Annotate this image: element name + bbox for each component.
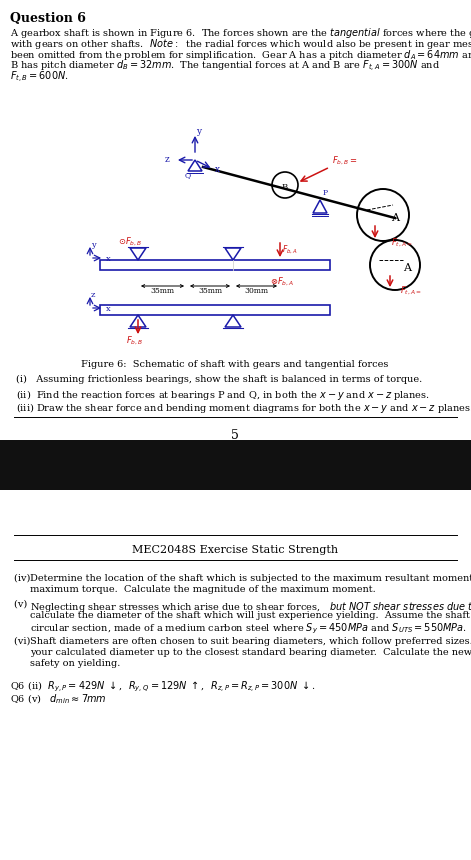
Text: z: z [91, 291, 95, 299]
Text: (v): (v) [14, 600, 33, 609]
Text: your calculated diameter up to the closest standard bearing diameter.  Calculate: your calculated diameter up to the close… [30, 648, 471, 657]
Text: x: x [106, 255, 111, 263]
Text: $F_{t,A=}$: $F_{t,A=}$ [400, 285, 422, 297]
Text: B has pitch diameter $d_B = 32mm$.  The tangential forces at A and B are $F_{t,A: B has pitch diameter $d_B = 32mm$. The t… [10, 59, 440, 74]
Text: been omitted from the problem for simplification.  Gear A has a pitch diameter $: been omitted from the problem for simpli… [10, 48, 471, 62]
Text: x: x [106, 305, 111, 313]
Text: A: A [391, 213, 399, 223]
Text: y: y [196, 127, 201, 136]
Text: (iii) Draw the shear force and bending moment diagrams for both the $x-y$ and $x: (iii) Draw the shear force and bending m… [16, 401, 471, 415]
Text: Q6 (v)   $d_{min} \approx 7mm$: Q6 (v) $d_{min} \approx 7mm$ [10, 692, 107, 705]
Text: Question 6: Question 6 [10, 12, 86, 25]
Text: calculate the diameter of the shaft which will just experience yielding.  Assume: calculate the diameter of the shaft whic… [30, 611, 471, 620]
Text: (ii)  Find the reaction forces at bearings P and Q, in both the $x-y$ and $x-z$ : (ii) Find the reaction forces at bearing… [16, 388, 430, 402]
Text: $F_{b,A}$: $F_{b,A}$ [282, 243, 298, 255]
Bar [100, 260, 330, 270]
Text: maximum torque.  Calculate the magnitude of the maximum moment.: maximum torque. Calculate the magnitude … [30, 585, 376, 594]
Text: $F_{b,B}$: $F_{b,B}$ [126, 335, 143, 347]
Text: $\otimes F_{b,A}$: $\otimes F_{b,A}$ [270, 275, 294, 288]
Text: 5: 5 [231, 429, 239, 442]
Text: Neglecting shear stresses which arise due to shear forces,   $\mathit{but\ NOT\ : Neglecting shear stresses which arise du… [30, 600, 471, 614]
Text: $F_{b,B}=$: $F_{b,B}=$ [332, 155, 357, 167]
Text: $F_{t,A=}$: $F_{t,A=}$ [391, 237, 413, 249]
Text: z: z [165, 155, 170, 163]
Bar [0, 440, 471, 490]
Text: safety on yielding.: safety on yielding. [30, 659, 121, 668]
Text: with gears on other shafts.  $\mathit{Note:}$  the radial forces which would als: with gears on other shafts. $\mathit{Not… [10, 37, 471, 51]
Text: (vi): (vi) [14, 637, 33, 646]
Text: (i)   Assuming frictionless bearings, show the shaft is balanced in terms of tor: (i) Assuming frictionless bearings, show… [16, 375, 422, 384]
Text: $F_{t,B} = 600N$.: $F_{t,B} = 600N$. [10, 70, 69, 85]
Bar [100, 305, 330, 315]
Text: P: P [323, 189, 328, 197]
Text: A gearbox shaft is shown in Figure 6.  The forces shown are the $\mathit{tangent: A gearbox shaft is shown in Figure 6. Th… [10, 26, 471, 40]
Text: 30mm: 30mm [244, 287, 268, 295]
Text: Determine the location of the shaft which is subjected to the maximum resultant : Determine the location of the shaft whic… [30, 574, 471, 583]
Text: Shaft diameters are often chosen to suit bearing diameters, which follow preferr: Shaft diameters are often chosen to suit… [30, 637, 471, 646]
Text: $\odot F_{b,B}$: $\odot F_{b,B}$ [118, 236, 142, 248]
Text: 35mm: 35mm [198, 287, 222, 295]
Text: (iv): (iv) [14, 574, 33, 583]
Text: Q6 (ii)  $R_{y,P} = 429N$ $\downarrow$,  $R_{y,Q} = 129N$ $\uparrow$,  $R_{z,P} : Q6 (ii) $R_{y,P} = 429N$ $\downarrow$, $… [10, 680, 316, 694]
Text: MEC2048S Exercise Static Strength: MEC2048S Exercise Static Strength [132, 545, 338, 555]
Text: Figure 6:  Schematic of shaft with gears and tangential forces: Figure 6: Schematic of shaft with gears … [81, 360, 389, 369]
Text: A: A [403, 263, 411, 273]
Text: 35mm: 35mm [150, 287, 174, 295]
Text: circular section, made of a medium carbon steel where $S_y = 450MPa$ and $S_{UTS: circular section, made of a medium carbo… [30, 622, 467, 636]
Text: y: y [91, 241, 96, 249]
Text: x: x [215, 165, 220, 175]
Text: Q: Q [185, 171, 191, 179]
Text: B: B [282, 183, 288, 191]
